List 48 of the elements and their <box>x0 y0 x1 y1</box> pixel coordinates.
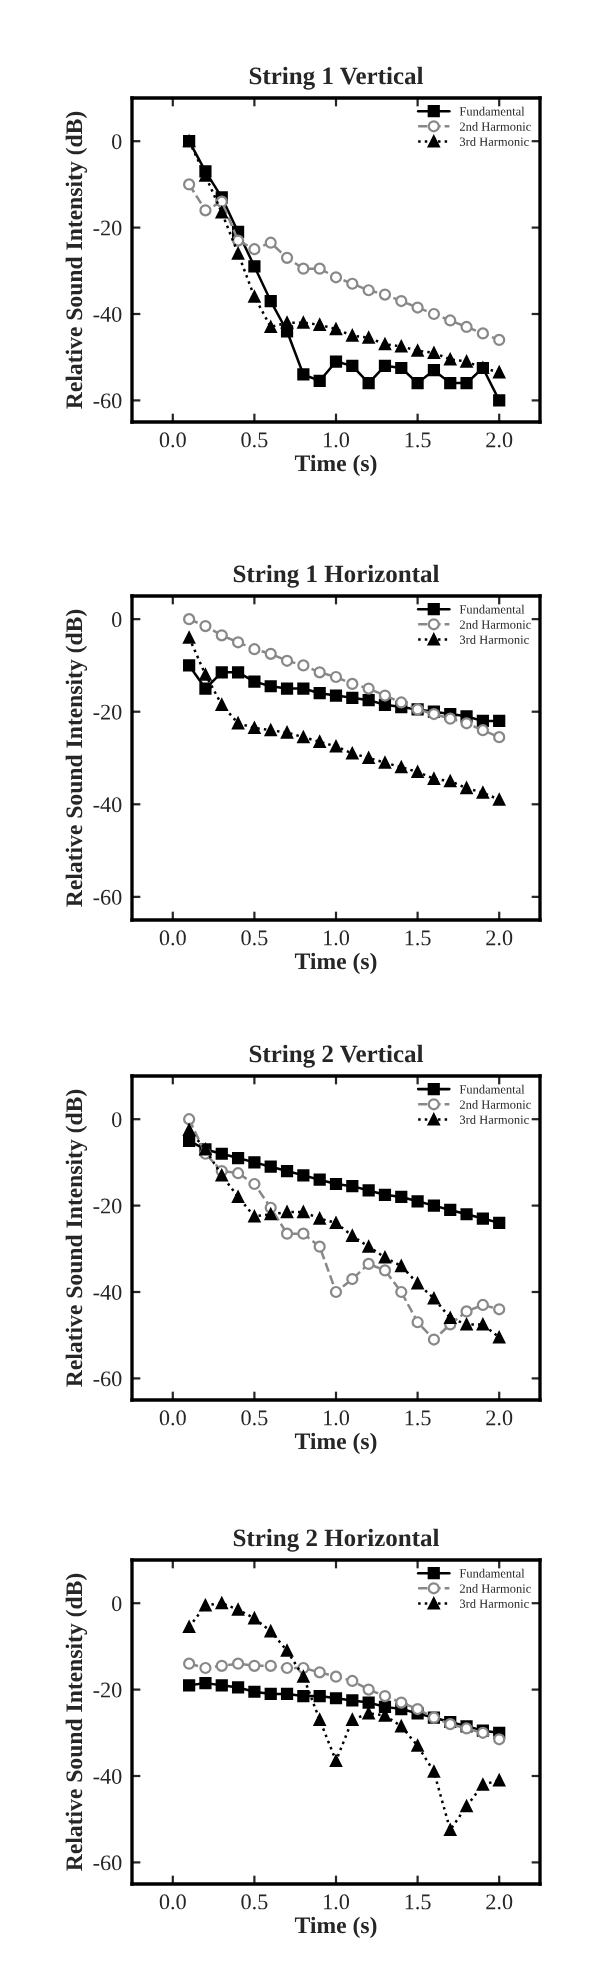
y-tick-label: -40 <box>93 306 122 322</box>
chart-title: String 1 Vertical <box>249 66 424 90</box>
x-tick-label: 1.0 <box>324 1894 350 1910</box>
x-tick-label: 1.0 <box>324 1410 350 1426</box>
x-tick-label: 0.0 <box>159 1894 186 1910</box>
x-tick-label: 2.0 <box>486 432 513 448</box>
y-axis-title: Relative Sound Intensity (dB) <box>65 1573 88 1871</box>
y-tick-label: 0 <box>112 612 122 628</box>
chart-title: String 2 Horizontal <box>233 1528 440 1552</box>
x-axis-title: Time (s) <box>294 454 377 477</box>
y-tick-label: -20 <box>93 1682 122 1698</box>
chart-title: String 2 Vertical <box>249 1044 424 1068</box>
x-tick-label: 0.5 <box>241 1894 268 1910</box>
y-tick-label: -40 <box>93 1768 122 1784</box>
y-axis-title: Relative Sound Intensity (dB) <box>65 1089 88 1387</box>
x-tick-label: 1.0 <box>324 930 350 946</box>
x-tick-label: 0.0 <box>159 432 186 448</box>
y-tick-label: 0 <box>112 134 122 150</box>
x-tick-label: 2.0 <box>486 930 513 946</box>
y-tick-label: -20 <box>93 220 122 236</box>
x-tick-label: 2.0 <box>486 1410 513 1426</box>
x-tick-label: 1.5 <box>405 930 431 946</box>
y-tick-label: -20 <box>93 704 122 720</box>
x-tick-label: 0.0 <box>159 930 186 946</box>
x-tick-label: 1.5 <box>405 432 431 448</box>
x-tick-label: 0.5 <box>241 1410 268 1426</box>
y-axis-title: Relative Sound Intensity (dB) <box>65 111 88 409</box>
y-tick-label: -40 <box>93 1284 122 1300</box>
y-tick-label: -60 <box>93 889 122 905</box>
x-tick-label: 1.5 <box>405 1410 431 1426</box>
chart-title: String 1 Horizontal <box>233 564 440 588</box>
y-tick-label: -60 <box>93 393 122 409</box>
y-axis-title: Relative Sound Intensity (dB) <box>65 609 88 907</box>
y-tick-label: 0 <box>112 1596 122 1612</box>
x-tick-label: 0.0 <box>159 1410 186 1426</box>
x-axis-title: Time (s) <box>294 1432 377 1455</box>
y-tick-label: -20 <box>93 1198 122 1214</box>
y-tick-label: -60 <box>93 1855 122 1871</box>
x-tick-label: 0.5 <box>241 930 268 946</box>
x-tick-label: 1.0 <box>324 432 350 448</box>
y-tick-label: -40 <box>93 797 122 813</box>
x-axis-title: Time (s) <box>294 1916 377 1939</box>
x-tick-label: 0.5 <box>241 432 268 448</box>
x-tick-label: 2.0 <box>486 1894 513 1910</box>
x-axis-title: Time (s) <box>294 952 377 975</box>
y-tick-label: -60 <box>93 1371 122 1387</box>
x-tick-label: 1.5 <box>405 1894 431 1910</box>
y-tick-label: 0 <box>112 1112 122 1128</box>
